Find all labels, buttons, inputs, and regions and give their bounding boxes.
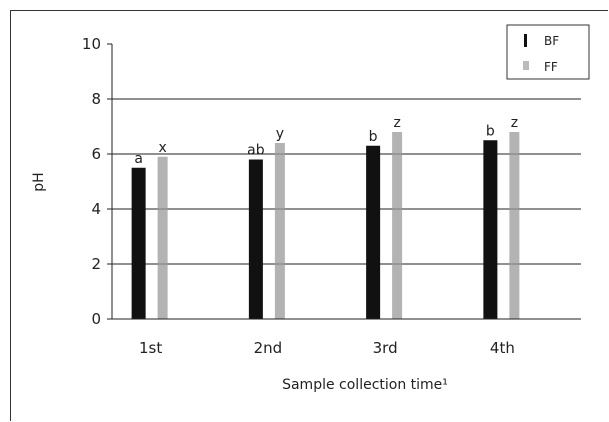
bars [131, 132, 520, 319]
grid-lines [107, 43, 581, 320]
x-axis-title: Sample collection time¹ [282, 377, 448, 393]
sig-label-ff-1st: x [158, 140, 166, 156]
bar-bf-1st [131, 167, 146, 319]
axes [111, 44, 581, 320]
y-tick-label-0: 0 [91, 310, 101, 328]
sig-label-ff-4th: z [511, 115, 518, 131]
y-tick-label-4: 4 [91, 200, 101, 218]
legend-swatch-ff [523, 61, 529, 70]
bar-ff-4th [509, 132, 520, 319]
y-tick-label-6: 6 [91, 145, 101, 163]
legend-swatch-bf [524, 34, 527, 47]
legend: BF FF [506, 24, 590, 80]
bar-ff-1st [157, 156, 168, 319]
y-tick-label-8: 8 [91, 90, 101, 108]
sig-label-bf-3rd: b [369, 129, 378, 145]
legend-label-ff: FF [544, 60, 558, 74]
y-axis-title: pH [31, 172, 47, 191]
sig-label-bf-2nd: ab [247, 143, 265, 159]
x-tick-label-4th: 4th [490, 339, 515, 357]
sig-label-bf-4th: b [486, 123, 495, 139]
chart-frame: 0 2 4 6 8 10 a x 1st ab y 2nd b z 3rd b z 4th pH Sample c… [10, 10, 608, 421]
legend-label-bf: BF [544, 34, 559, 48]
legend-box [506, 24, 590, 80]
bar-bf-4th [483, 140, 498, 319]
y-tick-label-2: 2 [91, 255, 101, 273]
bar-bf-2nd [248, 159, 263, 319]
sig-label-ff-3rd: z [393, 115, 400, 131]
bar-ff-3rd [392, 132, 403, 319]
bar-ff-2nd [274, 143, 285, 319]
x-tick-label-2nd: 2nd [254, 339, 283, 357]
sig-label-ff-2nd: y [276, 126, 284, 142]
bar-bf-3rd [366, 145, 381, 319]
sig-label-bf-1st: a [134, 151, 143, 167]
x-tick-label-1st: 1st [139, 339, 162, 357]
x-tick-label-3rd: 3rd [373, 339, 398, 357]
y-tick-label-10: 10 [82, 35, 101, 53]
